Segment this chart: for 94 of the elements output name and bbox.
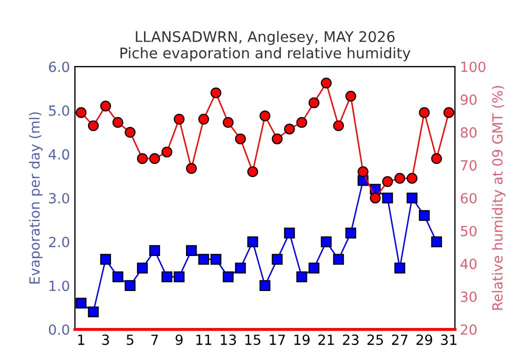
point xyxy=(247,166,258,178)
y2-tick-label: 50 xyxy=(460,226,477,236)
point xyxy=(382,176,393,187)
point xyxy=(235,133,246,144)
point xyxy=(124,280,136,292)
y-tick-label: 0.0 xyxy=(48,324,70,335)
point xyxy=(296,117,308,128)
point xyxy=(149,153,160,164)
point xyxy=(320,236,332,248)
y2-tick-label: 60 xyxy=(460,192,477,204)
point xyxy=(345,228,356,238)
x-tick-label: 11 xyxy=(196,334,212,345)
point xyxy=(222,271,234,282)
point xyxy=(136,262,148,274)
point xyxy=(320,78,332,88)
point xyxy=(186,245,197,256)
point xyxy=(284,124,295,134)
point xyxy=(174,114,185,125)
y-tick-label: 3.0 xyxy=(49,192,70,204)
x-tick-label: 23 xyxy=(342,334,358,346)
point xyxy=(406,192,418,204)
point xyxy=(235,262,246,274)
point xyxy=(174,271,185,282)
y-tick-label: 4.0 xyxy=(48,149,70,160)
y2-tick-label: 80 xyxy=(460,127,477,138)
x-tick-label: 3 xyxy=(102,334,109,346)
y2-tick-label: 90 xyxy=(460,94,477,105)
x-tick-label: 21 xyxy=(318,334,334,345)
point xyxy=(88,120,99,132)
y-axis-title: Evaporation per day (ml) xyxy=(29,112,42,284)
point xyxy=(308,262,320,274)
x-tick-label: 9 xyxy=(176,334,183,346)
point xyxy=(260,280,270,292)
x-tick-label: 1 xyxy=(78,334,84,345)
point xyxy=(112,271,124,282)
point xyxy=(198,254,210,265)
point xyxy=(394,262,406,274)
point xyxy=(124,126,136,138)
point xyxy=(112,117,124,128)
point xyxy=(198,114,210,125)
point xyxy=(272,254,283,265)
point xyxy=(76,107,87,118)
point xyxy=(88,306,99,318)
point xyxy=(333,254,344,265)
point xyxy=(431,236,442,248)
point xyxy=(358,166,368,178)
point xyxy=(418,210,430,221)
point xyxy=(370,192,381,204)
point xyxy=(247,236,258,248)
y-tick-label: 2.0 xyxy=(49,236,70,248)
point xyxy=(406,172,418,184)
y2-tick-label: 100 xyxy=(461,62,486,72)
point xyxy=(308,97,320,108)
y2-tick-label: 20 xyxy=(460,324,477,335)
point xyxy=(100,254,112,265)
x-tick-label: 27 xyxy=(392,334,408,345)
y2-tick-label: 30 xyxy=(460,292,477,302)
point xyxy=(161,146,172,158)
x-tick-label: 7 xyxy=(151,334,158,345)
point xyxy=(284,228,295,238)
point xyxy=(210,87,222,98)
point xyxy=(161,271,172,282)
y2-tick-label: 70 xyxy=(460,160,477,171)
point xyxy=(149,245,160,256)
point xyxy=(418,107,430,118)
point xyxy=(260,110,270,122)
x-tick-label: 19 xyxy=(294,334,310,346)
point xyxy=(443,107,454,118)
y-tick-label: 5.0 xyxy=(49,105,70,116)
point xyxy=(222,117,234,128)
point xyxy=(394,172,406,184)
point xyxy=(210,254,222,265)
x-tick-label: 5 xyxy=(126,334,134,346)
point xyxy=(382,192,393,204)
y-tick-label: 6.0 xyxy=(48,62,70,72)
x-tick-label: 15 xyxy=(245,334,260,346)
point xyxy=(431,153,442,164)
point xyxy=(345,90,356,102)
chart-title: LLANSADWRN, Anglesey, MAY 2026 Piche evaporation and relative humidity xyxy=(120,30,410,62)
y-tick-label: 1.0 xyxy=(50,280,70,292)
x-tick-label: 25 xyxy=(367,334,383,346)
x-tick-label: 13 xyxy=(220,334,236,346)
x-tick-label: 31 xyxy=(441,334,456,346)
point xyxy=(296,271,308,282)
point xyxy=(333,120,344,132)
point xyxy=(272,133,283,144)
x-tick-label: 29 xyxy=(416,334,432,346)
x-tick-label: 17 xyxy=(270,334,285,345)
point xyxy=(186,163,197,174)
point xyxy=(136,153,148,164)
y2-axis-title: Relative humidity at 09 GMT (%) xyxy=(492,86,506,310)
y2-tick-label: 40 xyxy=(460,258,477,270)
point xyxy=(76,298,87,309)
point xyxy=(100,100,112,112)
